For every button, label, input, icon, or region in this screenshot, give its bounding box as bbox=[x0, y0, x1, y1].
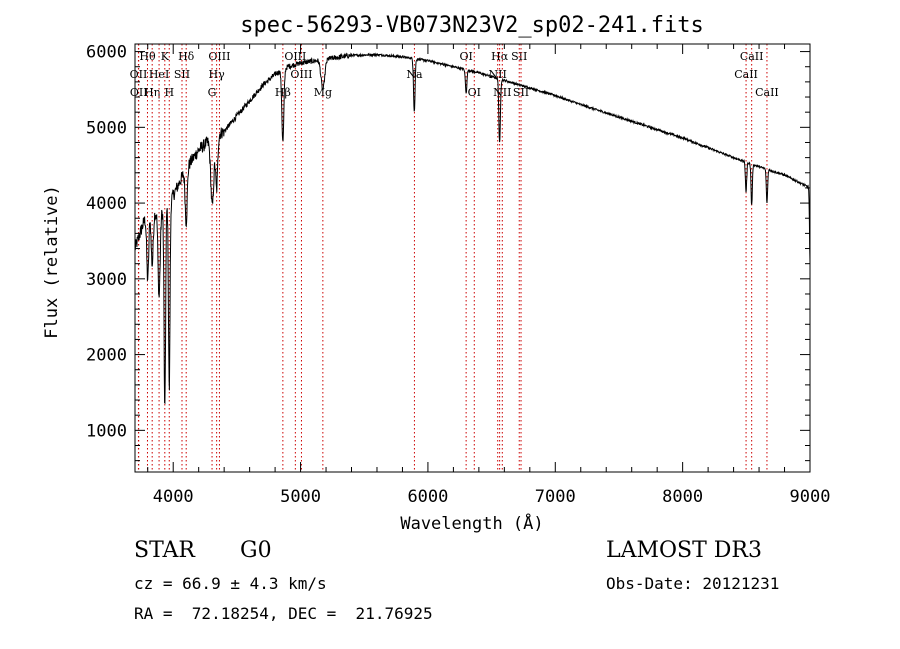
spectrum-chart: spec-56293-VB073N23V2_sp02-241.fits HθOI… bbox=[42, 13, 831, 534]
line-marker-label: OII bbox=[130, 68, 148, 81]
line-marker-label: K bbox=[161, 50, 170, 63]
plot-frame bbox=[134, 43, 811, 473]
y-axis-label: Flux (relative) bbox=[42, 185, 62, 339]
y-tick-label: 3000 bbox=[86, 270, 127, 290]
redshift-value: cz = 66.9 ± 4.3 km/s bbox=[134, 574, 327, 593]
line-marker-label: OII bbox=[130, 86, 148, 99]
y-tick-label: 4000 bbox=[86, 194, 127, 214]
line-marker-label: SII bbox=[174, 68, 190, 81]
x-tick-label: 5000 bbox=[280, 487, 321, 507]
spectrum-line bbox=[134, 52, 811, 405]
x-tick-label: 6000 bbox=[407, 487, 448, 507]
line-marker-label: G bbox=[208, 86, 217, 99]
line-marker-label: Mg bbox=[314, 86, 332, 99]
y-tick-label: 5000 bbox=[86, 118, 127, 138]
line-marker-label: Hδ bbox=[178, 50, 195, 63]
x-tick-label: 4000 bbox=[153, 487, 194, 507]
line-marker-label: OI bbox=[459, 50, 472, 63]
line-marker-label: Hα bbox=[491, 50, 509, 63]
x-tick-label: 7000 bbox=[535, 487, 576, 507]
line-marker-label: OIII bbox=[208, 50, 230, 63]
line-marker-label: SII bbox=[511, 50, 527, 63]
y-tick-label: 6000 bbox=[86, 43, 127, 63]
line-marker-label: NII bbox=[489, 68, 507, 81]
line-marker-label: NII bbox=[493, 86, 511, 99]
object-subclass: G0 bbox=[240, 538, 272, 563]
line-marker-label: Na bbox=[406, 68, 423, 81]
line-marker-label: Hη bbox=[144, 86, 160, 99]
observation-date: Obs-Date: 20121231 bbox=[606, 574, 780, 593]
chart-title: spec-56293-VB073N23V2_sp02-241.fits bbox=[240, 13, 704, 38]
x-tick-label: 8000 bbox=[662, 487, 703, 507]
line-marker-label: CaII bbox=[755, 86, 779, 99]
x-axis: 4000 5000 6000 7000 8000 9000 bbox=[147, 44, 831, 507]
y-tick-label: 2000 bbox=[86, 346, 127, 366]
object-class: STAR bbox=[134, 538, 195, 563]
line-marker-label: CaII bbox=[740, 50, 764, 63]
line-marker-label: SII bbox=[513, 86, 529, 99]
x-axis-label: Wavelength (Å) bbox=[400, 512, 543, 534]
line-marker-label: HeI bbox=[149, 68, 169, 81]
line-marker-label: H bbox=[164, 86, 174, 99]
line-marker-label: OIII bbox=[290, 68, 312, 81]
y-axis: 1000 2000 3000 4000 5000 6000 bbox=[86, 43, 810, 462]
line-marker-label: OI bbox=[468, 86, 481, 99]
line-marker-label: CaII bbox=[734, 68, 758, 81]
coordinates: RA = 72.18254, DEC = 21.76925 bbox=[134, 604, 433, 623]
line-marker-label: Hβ bbox=[275, 86, 291, 99]
y-tick-label: 1000 bbox=[86, 421, 127, 441]
survey-name: LAMOST DR3 bbox=[606, 538, 762, 563]
line-marker-label: Hγ bbox=[209, 68, 226, 81]
x-tick-label: 9000 bbox=[790, 487, 831, 507]
